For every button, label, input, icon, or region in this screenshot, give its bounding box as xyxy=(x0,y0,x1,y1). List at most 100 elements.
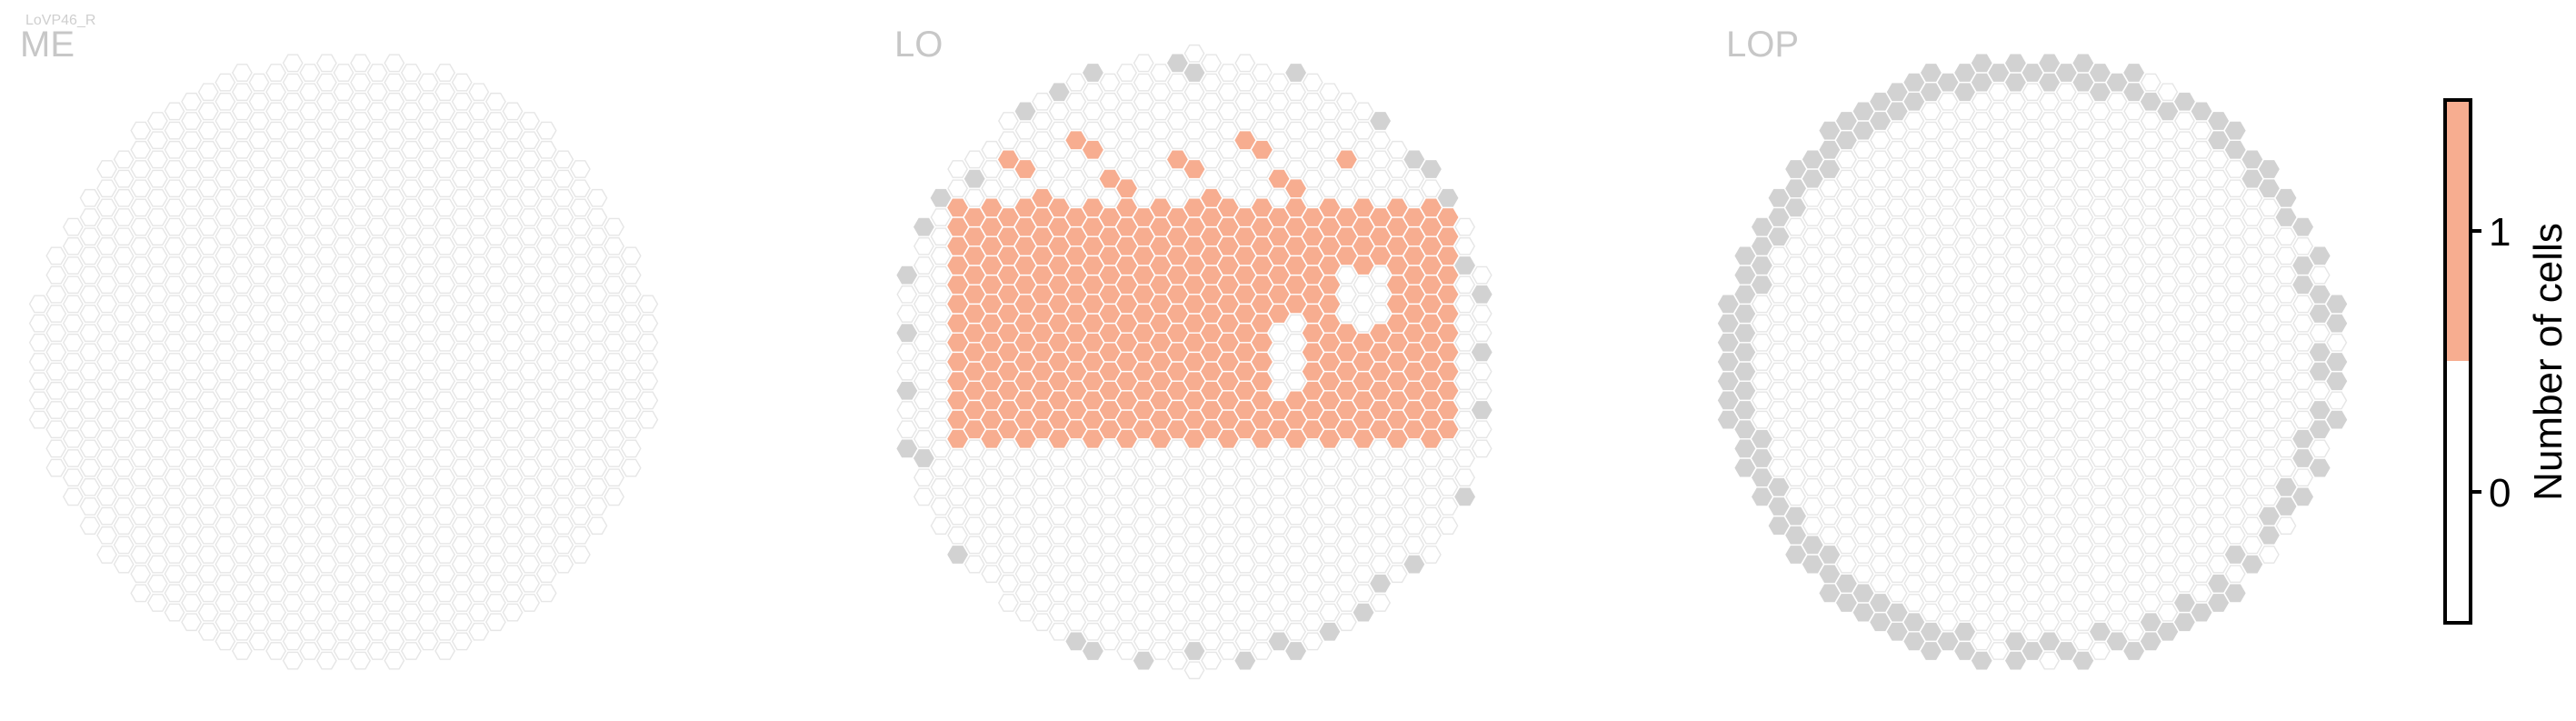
hex-cell xyxy=(484,343,506,362)
hex-cell xyxy=(1971,439,1992,458)
hex-cell xyxy=(400,83,422,102)
hex-cell-count-1 xyxy=(1048,391,1070,410)
hex-cell-count-1 xyxy=(1048,333,1070,352)
hex-cell xyxy=(1150,546,1172,564)
hex-cell xyxy=(2089,391,2111,410)
hex-cell xyxy=(1014,506,1036,526)
hex-cell-count-1 xyxy=(1065,208,1087,226)
hex-cell xyxy=(2191,217,2212,236)
hex-cell xyxy=(1319,546,1341,564)
hex-cell xyxy=(484,150,506,169)
hex-cell-outside xyxy=(2089,622,2111,641)
hex-cell xyxy=(997,477,1019,496)
hex-cell xyxy=(215,594,236,612)
hex-cell-count-1 xyxy=(1099,169,1121,188)
hex-cell-count-1 xyxy=(1403,420,1425,439)
hex-cell xyxy=(231,603,253,622)
hex-cell xyxy=(130,160,152,178)
hex-cell xyxy=(1971,208,1992,226)
panel-lo: LO xyxy=(894,25,1493,680)
hex-cell xyxy=(1886,526,1908,545)
hex-cell xyxy=(2004,613,2026,632)
hex-cell-count-1 xyxy=(1437,305,1459,323)
hex-cell xyxy=(146,362,168,381)
hex-cell-count-1 xyxy=(1370,401,1392,419)
hex-cell xyxy=(366,391,388,410)
hex-cell xyxy=(1903,343,1925,362)
hex-cell xyxy=(1065,613,1087,632)
hex-cell xyxy=(181,169,203,188)
hex-cell xyxy=(2173,555,2195,574)
hex-cell-count-1 xyxy=(1403,227,1425,246)
hex-cell xyxy=(1835,420,1857,439)
hex-cell xyxy=(2022,410,2043,429)
hex-cell xyxy=(299,236,321,255)
hex-cell xyxy=(2208,381,2230,400)
hex-cell xyxy=(1988,217,2010,236)
hex-cell xyxy=(315,555,337,574)
hex-cell xyxy=(417,536,439,555)
hex-cell xyxy=(350,632,372,651)
hex-cell xyxy=(2055,198,2077,217)
hex-cell xyxy=(79,208,101,226)
hex-cell xyxy=(2157,372,2179,391)
hex-cell xyxy=(96,391,118,410)
hex-cell xyxy=(1835,188,1857,207)
hex-cell-outside xyxy=(1370,574,1392,593)
hex-cell xyxy=(502,140,524,159)
hex-cell xyxy=(231,642,253,660)
hex-cell xyxy=(535,333,557,352)
hex-cell xyxy=(2106,92,2128,111)
hex-cell xyxy=(1420,526,1442,545)
hex-cell xyxy=(1032,458,1053,477)
hex-cell xyxy=(2039,285,2061,304)
hex-cell-count-1 xyxy=(1183,275,1205,295)
hex-cell xyxy=(1099,458,1121,477)
hex-cell xyxy=(2173,401,2195,419)
hex-cell xyxy=(1183,179,1205,198)
hex-cell-count-1 xyxy=(1048,217,1070,236)
hex-cell xyxy=(586,477,608,496)
hex-cell-count-1 xyxy=(1014,333,1036,352)
hex-cell xyxy=(1802,285,1823,304)
hex-cell xyxy=(2039,92,2061,111)
hex-cell-count-1 xyxy=(1420,372,1442,391)
hex-cell-outside xyxy=(1319,622,1341,641)
hex-cell-count-1 xyxy=(1217,410,1239,429)
hex-cell xyxy=(1353,160,1374,178)
hex-cell xyxy=(2173,343,2195,362)
hex-cell xyxy=(637,372,659,391)
hex-cell xyxy=(384,651,405,670)
hex-cell-outside xyxy=(2258,526,2280,545)
hex-cell xyxy=(620,420,642,439)
hex-cell xyxy=(1268,439,1290,458)
hex-cell xyxy=(468,236,490,255)
hex-cell xyxy=(1852,314,1874,333)
hex-cell xyxy=(417,594,439,612)
hex-cell-count-1 xyxy=(1335,150,1357,169)
hex-cell xyxy=(2173,131,2195,150)
hex-cell-outside xyxy=(2208,574,2230,593)
hex-cell xyxy=(896,343,918,362)
hex-cell xyxy=(2123,160,2145,178)
hex-cell xyxy=(181,477,203,496)
hex-cell xyxy=(1217,526,1239,545)
hex-cell xyxy=(146,401,168,419)
hex-cell xyxy=(2089,584,2111,603)
hex-cell xyxy=(2123,353,2145,371)
hex-cell-count-1 xyxy=(1116,314,1138,333)
hex-cell xyxy=(2055,565,2077,584)
hex-cell xyxy=(333,391,354,410)
hex-cell xyxy=(2022,140,2043,159)
hex-cell xyxy=(468,83,490,102)
hex-cell xyxy=(2191,236,2212,255)
hex-cell-count-1 xyxy=(1370,246,1392,265)
hex-cell xyxy=(468,526,490,545)
hex-cell xyxy=(299,295,321,314)
hex-cell xyxy=(113,362,135,381)
hex-cell-count-1 xyxy=(1285,275,1307,295)
hex-cell xyxy=(1937,150,1959,169)
hex-cell xyxy=(96,275,118,295)
hex-cell xyxy=(333,140,354,159)
hex-cell xyxy=(45,343,67,362)
